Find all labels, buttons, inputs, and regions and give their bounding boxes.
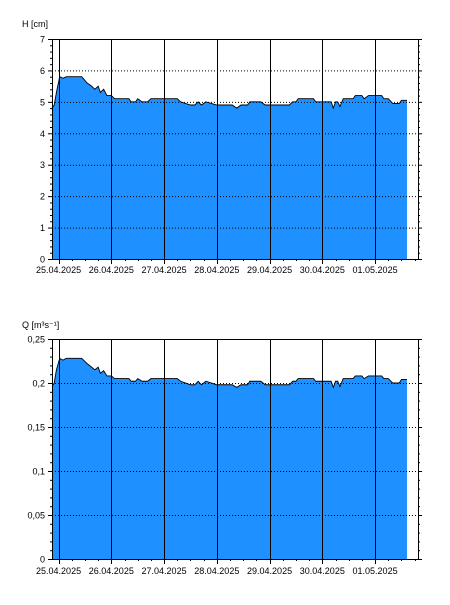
water-level-y-tick-label: 0 xyxy=(40,255,45,265)
water-level-date-label: 25.04.2025 xyxy=(36,265,81,275)
water-level-y-tick-label: 1 xyxy=(40,223,45,233)
discharge-date-label: 28.04.2025 xyxy=(194,566,239,576)
discharge-date-label: 29.04.2025 xyxy=(247,566,292,576)
discharge-y-tick-label: 0 xyxy=(40,555,45,565)
discharge-date-label: 27.04.2025 xyxy=(142,566,187,576)
water-level-y-tick-label: 3 xyxy=(40,160,45,170)
discharge-y-tick-label: 0,2 xyxy=(32,379,45,389)
water-level-y-tick-label: 2 xyxy=(40,192,45,202)
discharge-frame xyxy=(52,339,419,560)
water-level-date-label: 27.04.2025 xyxy=(142,265,187,275)
water-level-y-tick-label: 4 xyxy=(40,129,45,139)
water-level-y-tick-label: 7 xyxy=(40,35,45,45)
discharge-date-label: 30.04.2025 xyxy=(300,566,345,576)
discharge-y-tick-label: 0,15 xyxy=(27,423,45,433)
water-level-area-fill xyxy=(52,76,407,260)
water-level-axis-label: H [cm] xyxy=(22,19,48,29)
water-level-y-tick-label: 5 xyxy=(40,97,45,107)
water-level-date-label: 29.04.2025 xyxy=(247,265,292,275)
water-level-date-label: 01.05.2025 xyxy=(353,265,398,275)
water-level-y-tick-label: 6 xyxy=(40,66,45,76)
water-level-date-label: 30.04.2025 xyxy=(300,265,345,275)
water-level-series-line xyxy=(51,76,407,110)
discharge-y-tick-label: 0,05 xyxy=(27,511,45,521)
discharge-area-fill xyxy=(52,358,407,559)
water-level-date-label: 26.04.2025 xyxy=(89,265,134,275)
discharge-y-tick-label: 0,25 xyxy=(27,335,45,345)
discharge-axis-label: Q [m³s⁻¹] xyxy=(22,320,59,330)
discharge-y-tick-label: 0,1 xyxy=(32,467,45,477)
water-level-frame xyxy=(52,39,419,260)
discharge-series-line xyxy=(51,357,407,389)
discharge-date-label: 01.05.2025 xyxy=(353,566,398,576)
discharge-date-label: 26.04.2025 xyxy=(89,566,134,576)
water-level-date-label: 28.04.2025 xyxy=(194,265,239,275)
discharge-date-label: 25.04.2025 xyxy=(36,566,81,576)
